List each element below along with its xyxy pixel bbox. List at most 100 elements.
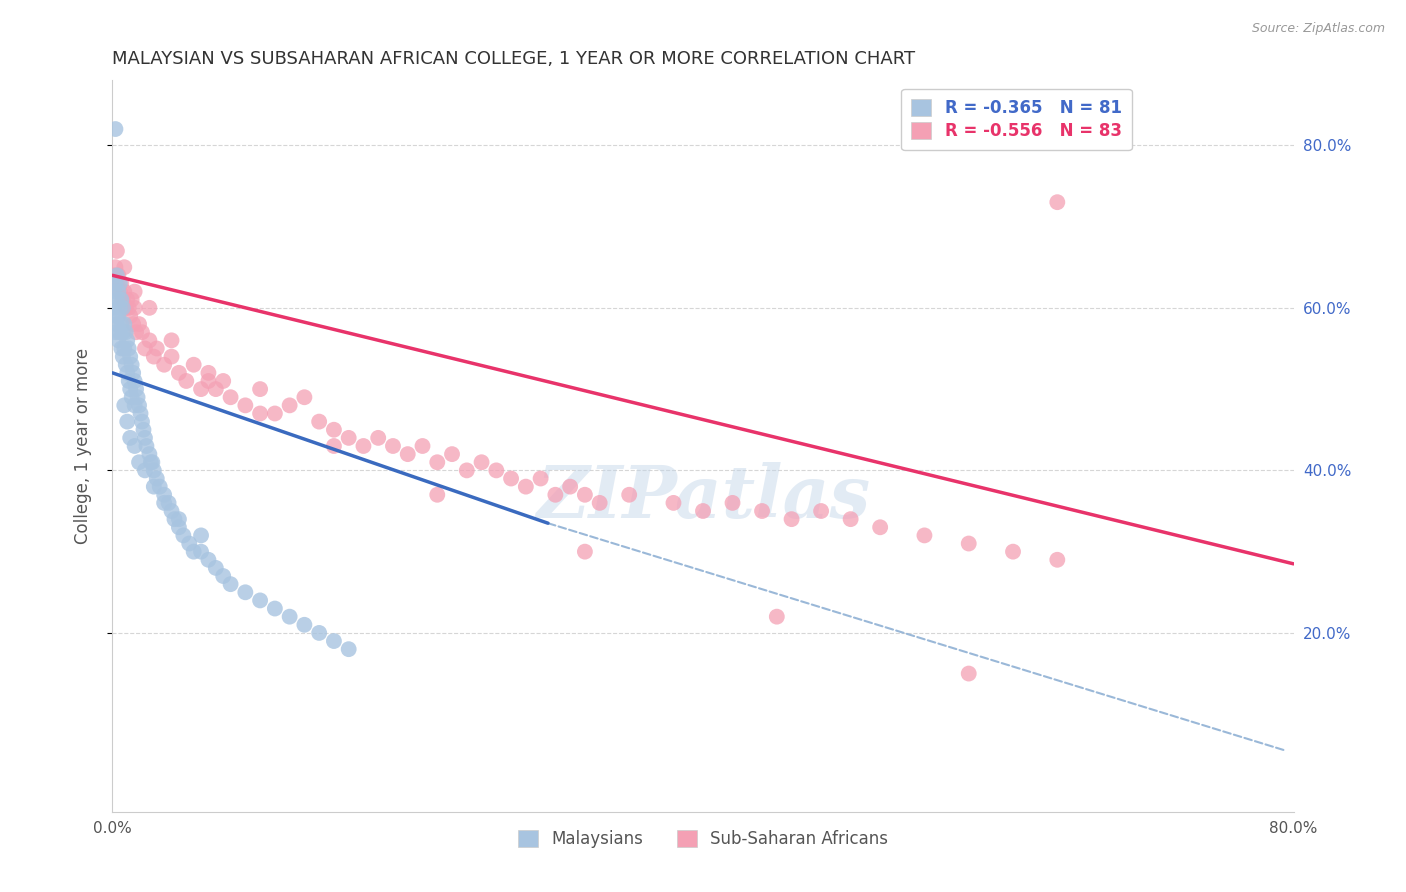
Point bbox=[396, 447, 419, 461]
Point bbox=[501, 471, 523, 485]
Point bbox=[138, 447, 160, 461]
Point bbox=[233, 398, 256, 412]
Point bbox=[128, 455, 150, 469]
Point bbox=[121, 390, 143, 404]
Point bbox=[914, 528, 936, 542]
Point bbox=[108, 285, 131, 299]
Point bbox=[105, 277, 128, 291]
Point bbox=[323, 439, 346, 453]
Point bbox=[112, 285, 135, 299]
Point bbox=[118, 342, 141, 356]
Point bbox=[112, 398, 135, 412]
Point bbox=[122, 366, 145, 380]
Point bbox=[139, 455, 162, 469]
Point bbox=[292, 617, 315, 632]
Point bbox=[323, 634, 346, 648]
Point bbox=[278, 398, 301, 412]
Point bbox=[957, 666, 980, 681]
Point bbox=[183, 358, 205, 372]
Point bbox=[574, 544, 596, 558]
Point bbox=[190, 528, 212, 542]
Point bbox=[190, 382, 212, 396]
Point bbox=[167, 520, 190, 534]
Point bbox=[110, 317, 132, 331]
Point bbox=[127, 390, 149, 404]
Point bbox=[117, 334, 138, 348]
Point bbox=[441, 447, 464, 461]
Point bbox=[212, 374, 235, 388]
Point bbox=[134, 342, 156, 356]
Point bbox=[146, 342, 169, 356]
Point bbox=[104, 325, 127, 339]
Point bbox=[111, 325, 134, 339]
Point bbox=[160, 504, 183, 518]
Point bbox=[515, 480, 537, 494]
Point bbox=[104, 309, 127, 323]
Point bbox=[382, 439, 405, 453]
Point bbox=[117, 415, 138, 429]
Point bbox=[160, 350, 183, 364]
Point bbox=[839, 512, 862, 526]
Point bbox=[120, 350, 142, 364]
Point bbox=[619, 488, 641, 502]
Point bbox=[411, 439, 433, 453]
Point bbox=[264, 407, 287, 421]
Point bbox=[118, 301, 141, 315]
Point bbox=[128, 317, 150, 331]
Point bbox=[780, 512, 803, 526]
Point bbox=[117, 293, 138, 307]
Point bbox=[197, 374, 219, 388]
Point bbox=[588, 496, 610, 510]
Point bbox=[107, 309, 129, 323]
Point bbox=[558, 480, 582, 494]
Point bbox=[104, 260, 127, 275]
Point bbox=[278, 609, 301, 624]
Point bbox=[124, 301, 146, 315]
Point bbox=[110, 277, 132, 291]
Point bbox=[323, 423, 346, 437]
Point bbox=[957, 536, 980, 550]
Text: Source: ZipAtlas.com: Source: ZipAtlas.com bbox=[1251, 22, 1385, 36]
Point bbox=[249, 593, 271, 607]
Point bbox=[121, 358, 143, 372]
Point bbox=[337, 642, 360, 657]
Point bbox=[367, 431, 389, 445]
Point bbox=[105, 317, 128, 331]
Point bbox=[120, 431, 142, 445]
Point bbox=[135, 439, 157, 453]
Point bbox=[149, 480, 172, 494]
Point bbox=[692, 504, 714, 518]
Point bbox=[111, 350, 134, 364]
Point bbox=[197, 366, 219, 380]
Point bbox=[766, 609, 789, 624]
Point bbox=[107, 285, 129, 299]
Point bbox=[142, 350, 165, 364]
Point bbox=[110, 293, 132, 307]
Point bbox=[529, 471, 551, 485]
Point bbox=[249, 407, 271, 421]
Text: ZIPatlas: ZIPatlas bbox=[536, 462, 870, 533]
Point bbox=[128, 398, 150, 412]
Point bbox=[132, 423, 155, 437]
Point bbox=[114, 358, 136, 372]
Point bbox=[105, 244, 128, 258]
Point bbox=[121, 293, 143, 307]
Point bbox=[131, 415, 153, 429]
Point bbox=[120, 309, 142, 323]
Point bbox=[153, 358, 176, 372]
Point bbox=[1001, 544, 1024, 558]
Point bbox=[142, 480, 165, 494]
Point bbox=[124, 374, 146, 388]
Point bbox=[233, 585, 256, 599]
Point bbox=[125, 325, 148, 339]
Point bbox=[153, 496, 176, 510]
Point bbox=[110, 342, 132, 356]
Text: MALAYSIAN VS SUBSAHARAN AFRICAN COLLEGE, 1 YEAR OR MORE CORRELATION CHART: MALAYSIAN VS SUBSAHARAN AFRICAN COLLEGE,… bbox=[112, 50, 915, 68]
Point bbox=[108, 277, 131, 291]
Point bbox=[249, 382, 271, 396]
Point bbox=[124, 398, 146, 412]
Point bbox=[172, 528, 194, 542]
Point bbox=[138, 334, 160, 348]
Point bbox=[107, 268, 129, 283]
Point bbox=[205, 382, 228, 396]
